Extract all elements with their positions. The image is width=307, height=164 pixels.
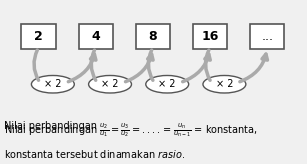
Text: × 2: × 2 [44,79,62,89]
Text: konstanta tersebut dinamakan $\it{rasio.}$: konstanta tersebut dinamakan $\it{rasio.… [4,148,185,160]
Text: Nilai perbandingan: Nilai perbandingan [4,121,100,131]
Text: ...: ... [261,30,273,43]
Text: 2: 2 [34,30,43,43]
FancyBboxPatch shape [79,24,113,49]
Ellipse shape [203,75,246,93]
FancyBboxPatch shape [21,24,56,49]
FancyBboxPatch shape [136,24,170,49]
Text: × 2: × 2 [101,79,119,89]
Ellipse shape [31,75,74,93]
Ellipse shape [89,75,131,93]
FancyBboxPatch shape [193,24,227,49]
FancyBboxPatch shape [250,24,285,49]
Text: × 2: × 2 [216,79,233,89]
Ellipse shape [146,75,189,93]
Text: 4: 4 [91,30,100,43]
Text: 8: 8 [149,30,157,43]
Text: × 2: × 2 [158,79,176,89]
Text: 16: 16 [201,30,219,43]
Text: Nilai perbandingan $\frac{u_2}{u_1} = \frac{u_3}{u_2} = ....= \frac{u_n}{u_{n-1}: Nilai perbandingan $\frac{u_2}{u_1} = \f… [4,121,258,139]
